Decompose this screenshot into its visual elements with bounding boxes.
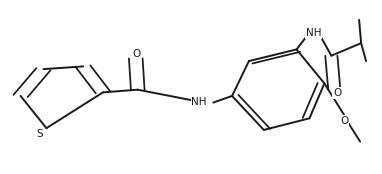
Text: O: O (333, 88, 342, 98)
Text: NH: NH (191, 97, 207, 107)
Text: O: O (133, 49, 141, 60)
Text: NH: NH (306, 28, 321, 38)
Text: S: S (36, 129, 43, 139)
Text: O: O (340, 116, 348, 126)
